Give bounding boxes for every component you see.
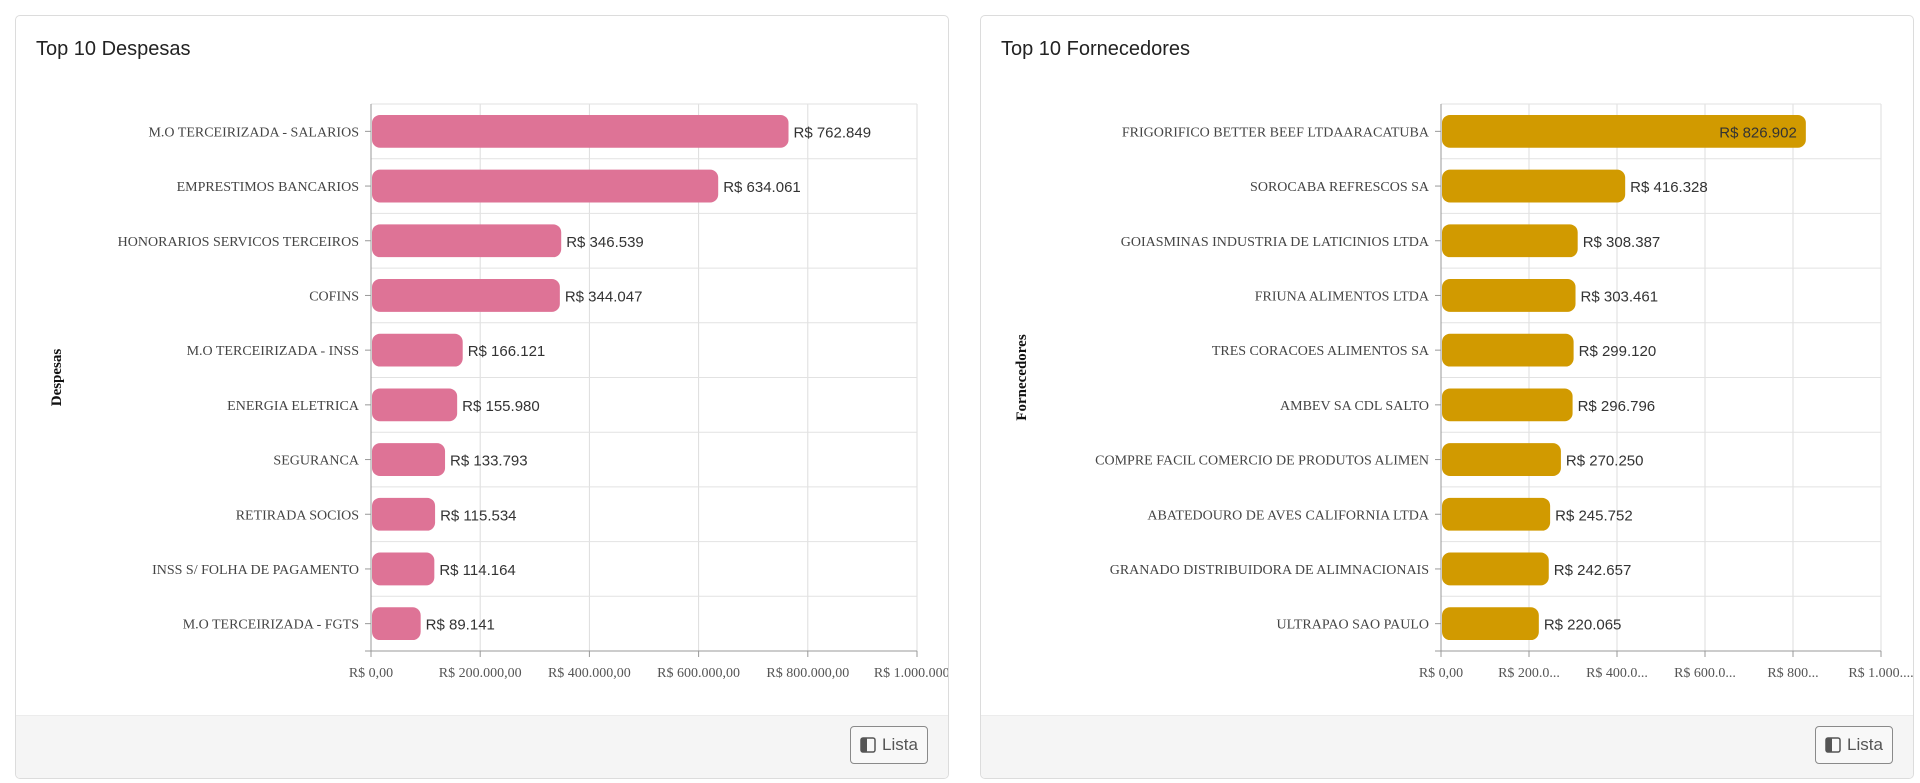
- category-label: INSS S/ FOLHA DE PAGAMENTO: [152, 563, 359, 578]
- bar[interactable]: [372, 114, 789, 148]
- lista-button[interactable]: Lista: [1815, 726, 1893, 764]
- data-label: R$ 115.534: [440, 507, 516, 524]
- data-label: R$ 155.980: [462, 398, 540, 415]
- bar[interactable]: [1442, 279, 1576, 312]
- card-top10-despesas: Top 10 Despesas R$ 0,00 R$ 200.000,00 R$ 4…: [15, 15, 949, 779]
- data-label: R$ 220.065: [1544, 617, 1622, 634]
- category-label: EMPRESTIMOS BANCARIOS: [177, 180, 359, 195]
- bar[interactable]: [372, 169, 719, 203]
- bar[interactable]: [1442, 388, 1573, 422]
- bar[interactable]: [372, 607, 421, 641]
- lista-button-label: Lista: [1847, 735, 1883, 754]
- category-label: M.O TERCEIRIZADA - FGTS: [183, 618, 359, 633]
- data-label: R$ 826.902: [1719, 124, 1797, 141]
- bar[interactable]: [1442, 497, 1551, 531]
- sidebar-panel-icon: [860, 737, 876, 753]
- x-tick-label: R$ 200.0...: [1498, 666, 1560, 681]
- lista-button[interactable]: Lista: [850, 726, 928, 764]
- data-label: R$ 166.121: [468, 343, 546, 360]
- bar[interactable]: [1442, 114, 1806, 148]
- data-label: R$ 245.752: [1555, 507, 1633, 524]
- data-label: R$ 296.796: [1578, 398, 1656, 415]
- category-label: AMBEV SA CDL SALTO: [1280, 399, 1429, 414]
- y-axis-title: Fornecedores: [1014, 334, 1030, 421]
- category-label: M.O TERCEIRIZADA - SALARIOS: [148, 125, 359, 140]
- x-tick-label: R$ 400.0...: [1586, 666, 1648, 681]
- x-tick-label: R$ 0,00: [1419, 666, 1463, 681]
- x-tick-label: R$ 1.000....: [1848, 666, 1913, 681]
- bar[interactable]: [372, 333, 463, 367]
- category-label: ENERGIA ELETRICA: [227, 399, 360, 414]
- data-label: R$ 133.793: [450, 453, 528, 470]
- x-tick-label: R$ 800...: [1767, 666, 1818, 681]
- category-label: TRES CORACOES ALIMENTOS SA: [1212, 344, 1430, 359]
- chart-despesas: R$ 0,00 R$ 200.000,00 R$ 400.000,00 R$ 600.…: [49, 103, 949, 681]
- data-label: R$ 308.387: [1583, 234, 1661, 251]
- y-axis-title: Despesas: [49, 349, 65, 407]
- bar[interactable]: [372, 279, 560, 312]
- data-label: R$ 346.539: [566, 234, 644, 251]
- x-tick-label: R$ 0,00: [349, 666, 393, 681]
- x-tick-label: R$ 600.000,00: [657, 666, 740, 681]
- bar[interactable]: [1442, 552, 1549, 586]
- category-label: GRANADO DISTRIBUIDORA DE ALIMNACIONAIS: [1110, 563, 1429, 578]
- category-label: FRIGORIFICO BETTER BEEF LTDAARACATUBA: [1122, 125, 1430, 140]
- data-label: R$ 416.328: [1630, 179, 1708, 196]
- lista-button-label: Lista: [882, 735, 918, 754]
- bar[interactable]: [372, 497, 436, 531]
- data-label: R$ 762.849: [794, 124, 872, 141]
- card-top10-fornecedores: Top 10 Fornecedores R$ 0,00 R$ 200.0... R$…: [980, 15, 1914, 779]
- chart-fornecedores: R$ 0,00 R$ 200.0... R$ 400.0... R$ 600.0...…: [1014, 103, 1913, 681]
- data-label: R$ 344.047: [565, 288, 643, 305]
- category-label: M.O TERCEIRIZADA - INSS: [187, 344, 359, 359]
- category-label: RETIRADA SOCIOS: [236, 508, 359, 523]
- card-title: Top 10 Despesas: [36, 38, 191, 60]
- sidebar-panel-icon: [1825, 737, 1841, 753]
- bar[interactable]: [1442, 333, 1574, 367]
- x-tick-label: R$ 400.000,00: [548, 666, 631, 681]
- bar[interactable]: [1442, 224, 1578, 258]
- data-label: R$ 89.141: [426, 617, 495, 634]
- bar[interactable]: [1442, 443, 1561, 476]
- card-footer: Lista: [16, 715, 948, 778]
- category-label: GOIASMINAS INDUSTRIA DE LATICINIOS LTDA: [1121, 235, 1430, 250]
- category-label: COFINS: [309, 289, 359, 304]
- category-label: ULTRAPAO SAO PAULO: [1277, 618, 1430, 633]
- bar[interactable]: [372, 388, 458, 422]
- bar[interactable]: [372, 224, 562, 258]
- data-label: R$ 634.061: [723, 179, 801, 196]
- bar[interactable]: [1442, 169, 1626, 203]
- bar[interactable]: [1442, 607, 1539, 641]
- category-label: FRIUNA ALIMENTOS LTDA: [1255, 289, 1430, 304]
- data-label: R$ 242.657: [1554, 562, 1632, 579]
- card-title: Top 10 Fornecedores: [1001, 38, 1191, 60]
- category-label: COMPRE FACIL COMERCIO DE PRODUTOS ALIMEN: [1095, 454, 1429, 469]
- bar[interactable]: [372, 443, 446, 476]
- x-tick-label: R$ 800.000,00: [766, 666, 849, 681]
- x-tick-label: R$ 1.000.000...: [874, 666, 949, 681]
- bar[interactable]: [372, 552, 435, 586]
- data-label: R$ 270.250: [1566, 453, 1644, 470]
- data-label: R$ 303.461: [1581, 288, 1659, 305]
- category-label: HONORARIOS SERVICOS TERCEIROS: [118, 235, 359, 250]
- category-label: ABATEDOURO DE AVES CALIFORNIA LTDA: [1147, 508, 1429, 523]
- x-tick-label: R$ 200.000,00: [439, 666, 522, 681]
- data-label: R$ 114.164: [439, 562, 515, 579]
- card-footer: Lista: [981, 715, 1913, 778]
- data-label: R$ 299.120: [1579, 343, 1657, 360]
- category-label: SOROCABA REFRESCOS SA: [1250, 180, 1430, 195]
- x-tick-label: R$ 600.0...: [1674, 666, 1736, 681]
- category-label: SEGURANCA: [273, 454, 359, 469]
